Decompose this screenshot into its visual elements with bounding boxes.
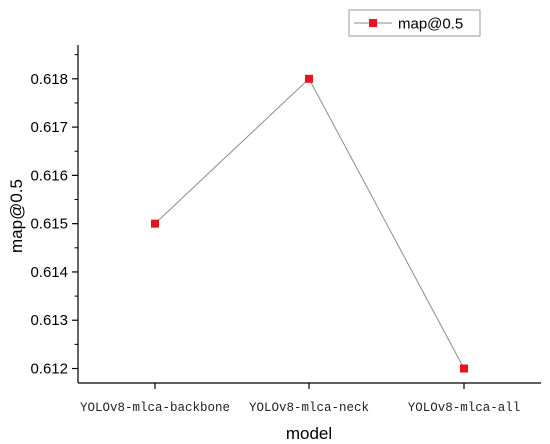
x-axis-title: model: [286, 424, 332, 443]
legend-marker: [369, 19, 377, 27]
y-axis-ticks: 0.612 0.613 0.614 0.615 0.616 0.617 0.618: [30, 54, 78, 378]
axes: [77, 45, 541, 384]
y-tick-label: 0.613: [30, 312, 68, 329]
series-line: [154, 77, 465, 369]
y-tick-label: 0.615: [30, 216, 68, 233]
x-tick-label: YOLOv8-mlca-neck: [249, 401, 369, 415]
data-point: [460, 364, 468, 373]
legend-label: map@0.5: [398, 16, 463, 33]
y-tick-label: 0.617: [30, 119, 68, 136]
data-point: [305, 74, 313, 83]
y-tick-label: 0.614: [30, 264, 68, 281]
series-layer: [151, 74, 468, 373]
x-tick-label: YOLOv8-mlca-all: [408, 401, 521, 415]
y-axis-title: map@0.5: [7, 179, 26, 253]
y-tick-label: 0.612: [30, 361, 68, 378]
y-tick-label: 0.616: [30, 167, 68, 184]
legend: map@0.5: [348, 9, 481, 37]
y-tick-label: 0.618: [30, 71, 68, 88]
x-tick-label: YOLOv8-mlca-backbone: [80, 401, 230, 415]
x-axis-ticks: YOLOv8-mlca-backbone YOLOv8-mlca-neck YOLO…: [80, 383, 520, 415]
data-point: [151, 219, 159, 228]
